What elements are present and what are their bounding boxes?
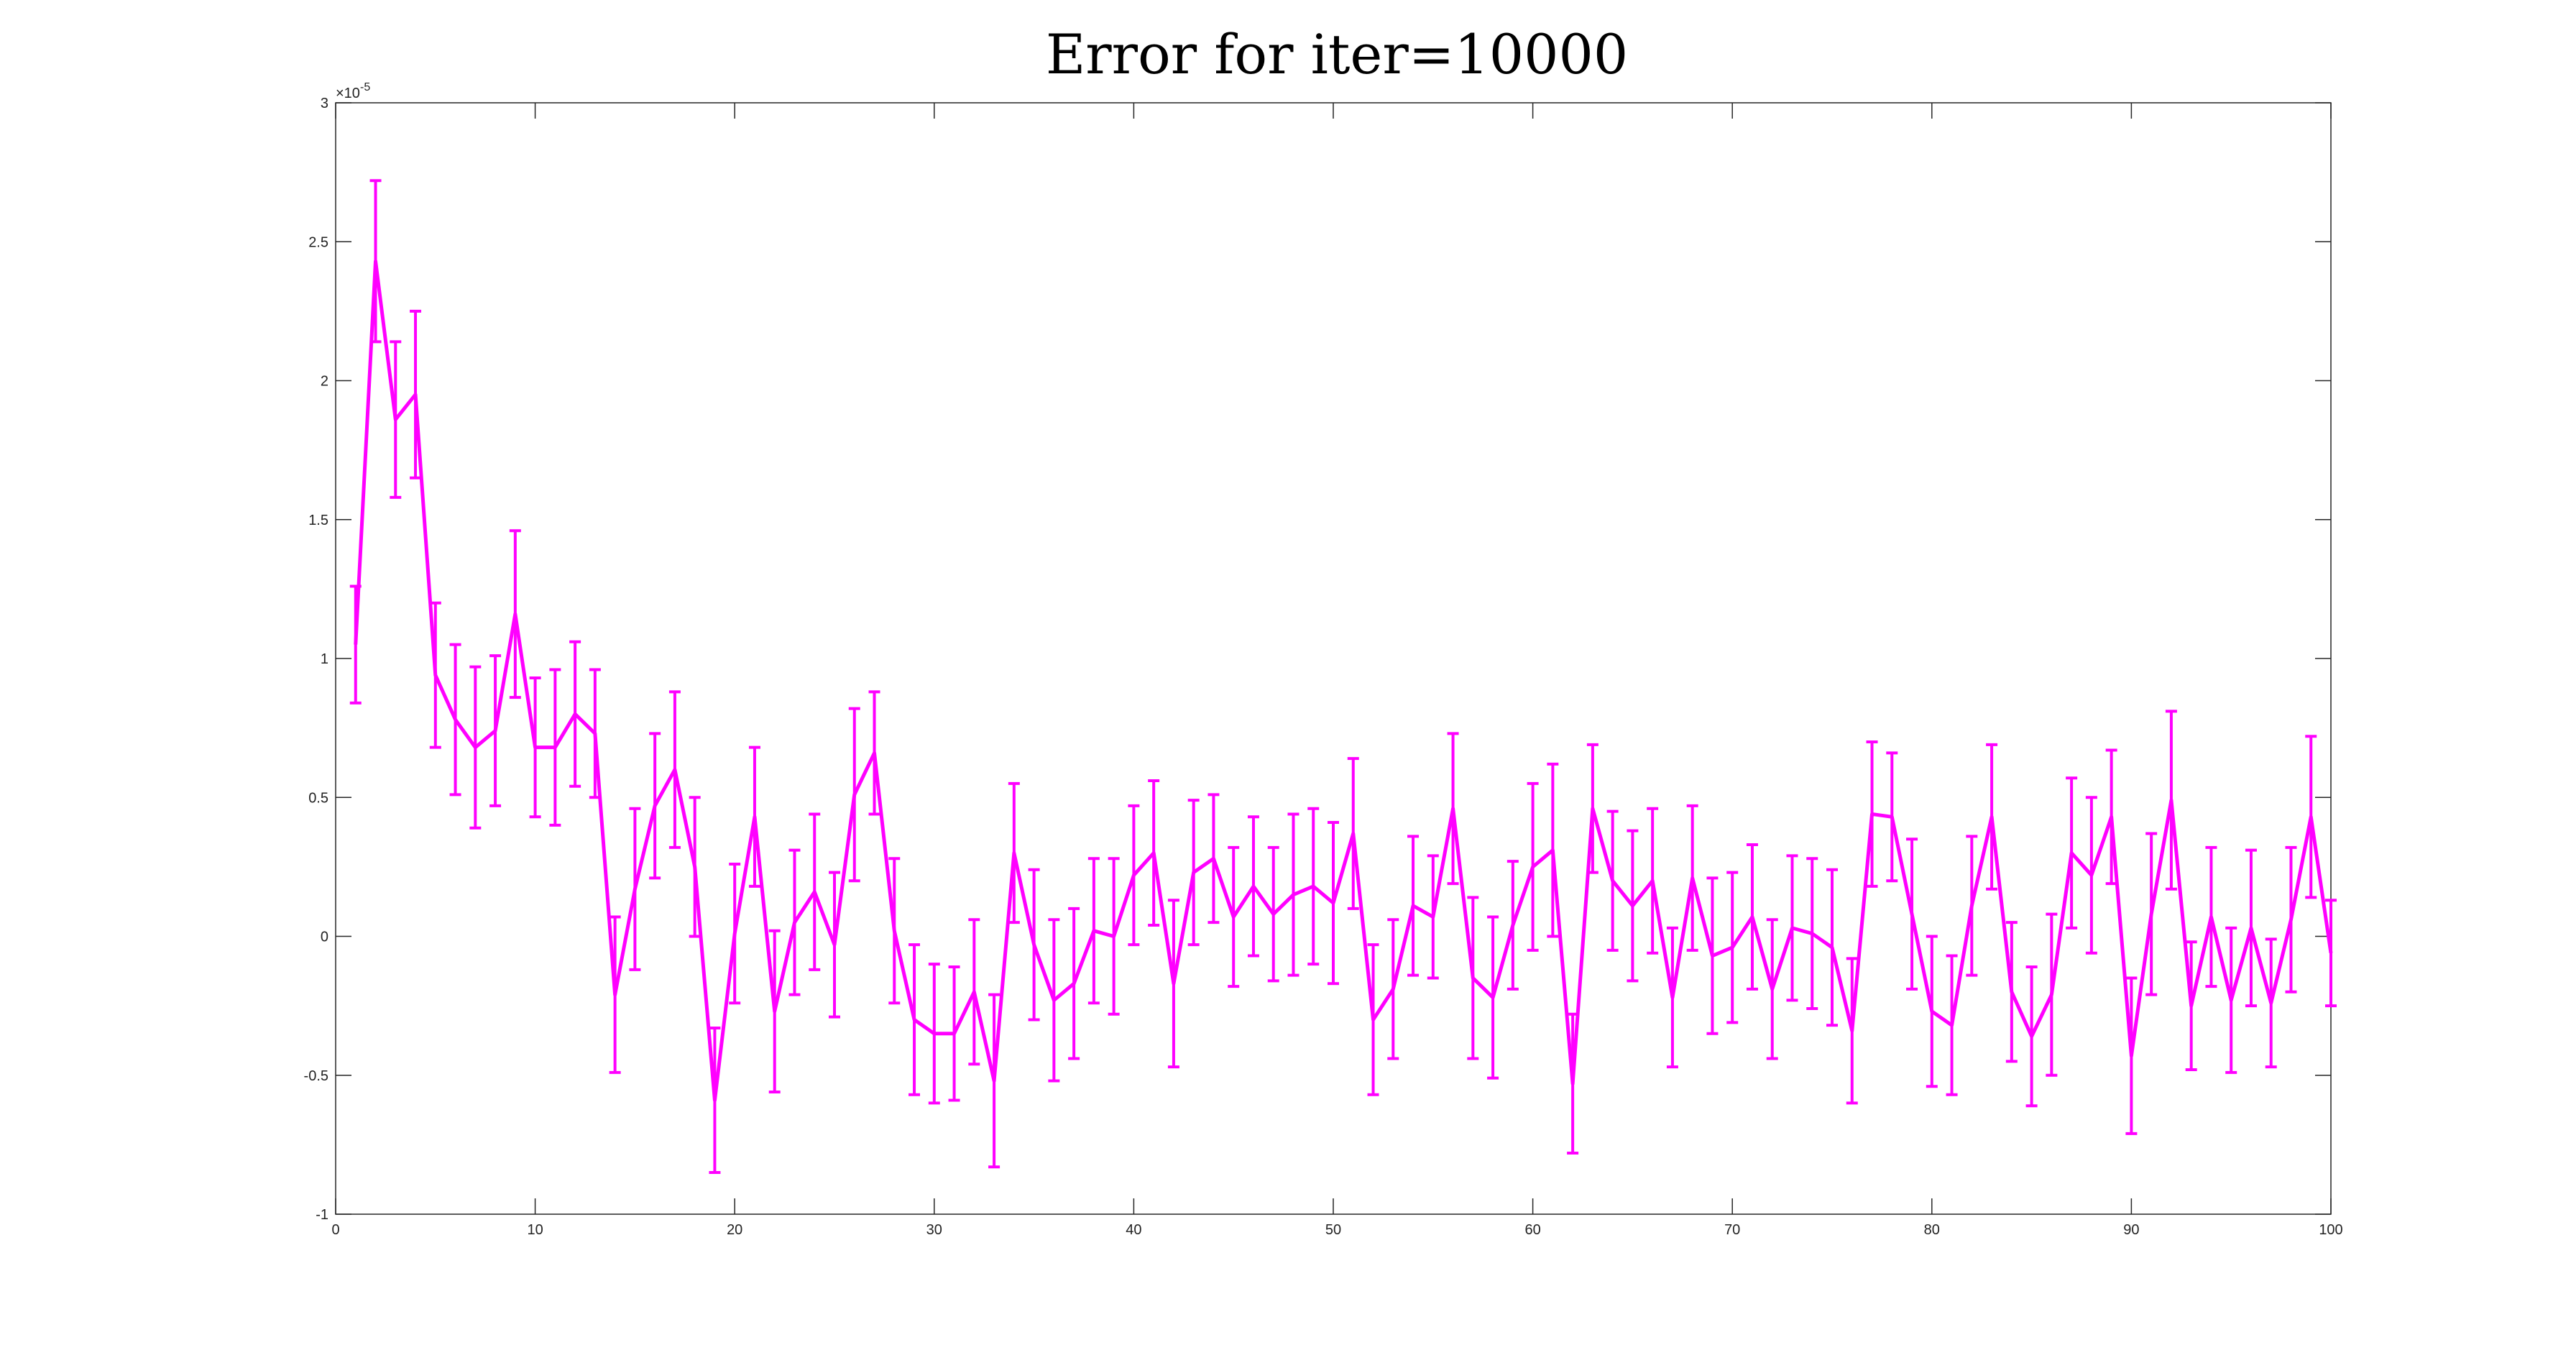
x-tick-label: 0: [331, 1222, 339, 1238]
y-tick-label: 1.5: [308, 513, 328, 528]
y-scale-label: ×10: [336, 86, 360, 101]
y-tick-label: 0.5: [308, 790, 328, 806]
x-tick-label: 80: [1924, 1222, 1940, 1238]
x-axis: 0 10 20 30 40 50 60 70 80 90 100: [331, 103, 2343, 1238]
y-scale-exponent: ×10 -5: [336, 81, 370, 101]
x-tick-label: 90: [2123, 1222, 2139, 1238]
chart-title: Error for iter=10000: [1046, 22, 1628, 86]
y-tick-label: 2.5: [308, 234, 328, 250]
x-tick-label: 30: [926, 1222, 942, 1238]
y-tick-label: 3: [321, 96, 328, 111]
y-tick-label: 2: [321, 374, 328, 390]
y-tick-label: -1: [316, 1207, 328, 1223]
y-tick-label: -0.5: [304, 1068, 328, 1084]
x-tick-label: 70: [1724, 1222, 1740, 1238]
x-tick-label: 60: [1524, 1222, 1540, 1238]
x-tick-label: 50: [1325, 1222, 1341, 1238]
x-tick-label: 10: [527, 1222, 543, 1238]
series-line: [354, 259, 2333, 1103]
y-axis: -1 -0.5 0 0.5 1 1.5 2 2.5 3: [304, 96, 2331, 1223]
x-tick-label: 40: [1126, 1222, 1141, 1238]
y-scale-exponent-value: -5: [360, 81, 370, 93]
x-tick-label: 100: [2319, 1222, 2342, 1238]
x-tick-label: 20: [727, 1222, 742, 1238]
y-tick-label: 1: [321, 651, 328, 667]
y-tick-label: 0: [321, 930, 328, 945]
